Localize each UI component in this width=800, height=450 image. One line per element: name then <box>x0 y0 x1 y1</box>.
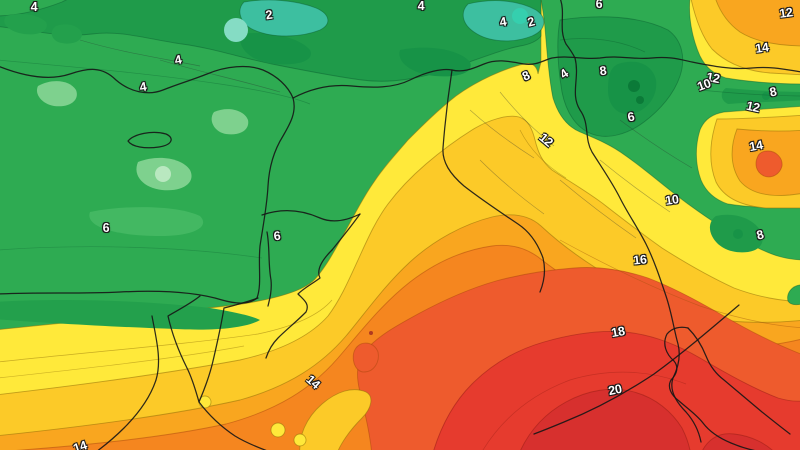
border-jordan-syria <box>261 210 361 222</box>
dark-pocket <box>239 32 311 65</box>
admin-border <box>559 179 637 239</box>
texture-line <box>0 299 333 363</box>
pale-green-patch <box>36 81 77 107</box>
dark-pocket <box>4 14 47 35</box>
warm-dot <box>369 331 373 335</box>
admin-border <box>469 109 535 159</box>
cool-ring <box>293 433 307 447</box>
pale-green-patch <box>211 109 249 135</box>
texture-line <box>0 345 245 379</box>
coast-persian-gulf-east <box>687 327 791 435</box>
teal-pale-patch <box>224 18 248 42</box>
border-jordan-saudi-zigzag <box>265 249 333 359</box>
texture-line <box>0 59 311 105</box>
prong-dark-strip <box>721 88 800 104</box>
coast-red-sea-african <box>97 315 160 450</box>
right-edge-green-blob <box>787 284 800 306</box>
texture-line <box>519 129 567 179</box>
texture-line <box>559 239 800 328</box>
warm-spot-blob <box>352 342 379 373</box>
coast-persian-gulf-west <box>664 326 756 450</box>
corner-orange <box>715 0 800 47</box>
pocket-red-spot <box>755 150 783 178</box>
texture-line <box>0 246 263 259</box>
cool-ring <box>270 422 286 438</box>
border-jordan-valley <box>266 231 272 307</box>
egypt-dark-green-strip <box>0 300 260 330</box>
tail-darker <box>733 229 743 239</box>
texture-line <box>559 38 646 53</box>
band-deep-red-20 <box>520 388 691 450</box>
pale-mint-patch <box>155 166 171 182</box>
admin-border <box>619 119 693 169</box>
sea-light-patch <box>89 207 204 236</box>
border-turkey-syria-iran <box>292 56 800 99</box>
border-armenia-iran <box>559 0 576 59</box>
green-mass-darkest <box>628 80 640 92</box>
border-jordan-iraq <box>331 213 361 251</box>
cool-dip-amber <box>299 389 372 450</box>
admin-border <box>599 159 671 213</box>
green-mass-darkest <box>636 96 644 104</box>
border-syria-iraq <box>442 69 546 293</box>
texture-line <box>699 89 800 97</box>
texture-line <box>482 371 687 450</box>
island-cyprus <box>127 131 172 149</box>
teal-bright-patch <box>512 8 528 24</box>
border-saudi-iraq <box>533 304 740 435</box>
coast-sinai-west <box>167 295 201 403</box>
dark-pocket <box>399 47 471 77</box>
dark-pocket <box>51 24 82 44</box>
admin-border <box>499 91 555 147</box>
admin-border <box>479 159 545 215</box>
coastline-turkey-levant-egypt <box>0 65 295 304</box>
prong-darker <box>762 92 770 100</box>
admin-border <box>79 39 201 67</box>
coast-sinai-east <box>198 297 267 450</box>
admin-border <box>159 59 281 93</box>
